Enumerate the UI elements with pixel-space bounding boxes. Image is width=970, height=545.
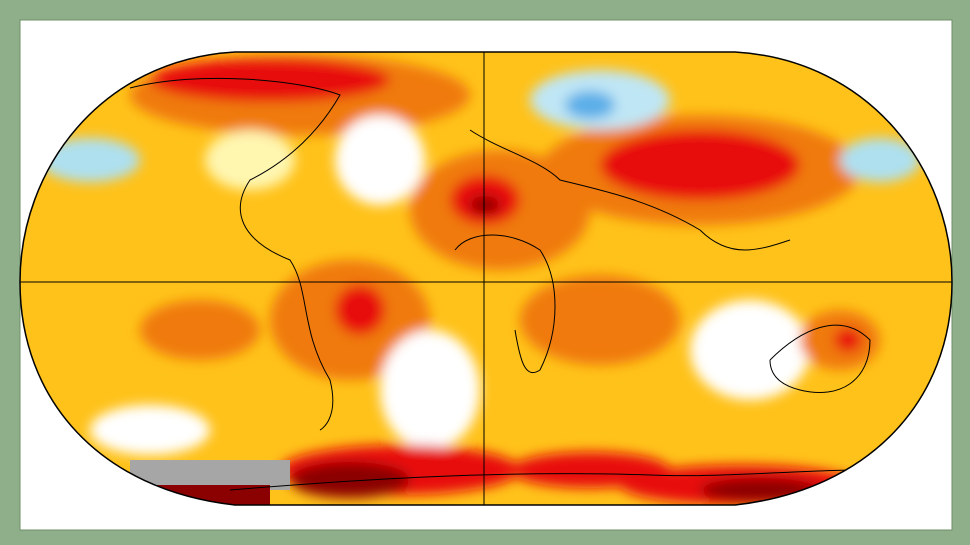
blob bbox=[40, 138, 140, 182]
blob bbox=[290, 462, 410, 498]
blob bbox=[150, 58, 390, 102]
blob bbox=[380, 330, 480, 450]
blob bbox=[335, 115, 425, 205]
blob bbox=[90, 405, 210, 455]
blob bbox=[205, 130, 295, 190]
blob bbox=[510, 452, 670, 488]
blob bbox=[690, 300, 810, 400]
blob bbox=[520, 275, 680, 365]
coastlines bbox=[129, 77, 871, 491]
blob bbox=[565, 91, 615, 119]
blob bbox=[140, 300, 260, 360]
blob bbox=[470, 196, 500, 214]
blob bbox=[834, 328, 862, 352]
blob bbox=[600, 130, 800, 200]
blob bbox=[335, 285, 385, 335]
anomaly-field bbox=[20, 52, 952, 505]
blob bbox=[840, 138, 920, 182]
map-outline bbox=[19, 51, 953, 506]
anomaly-blobs bbox=[40, 55, 920, 505]
